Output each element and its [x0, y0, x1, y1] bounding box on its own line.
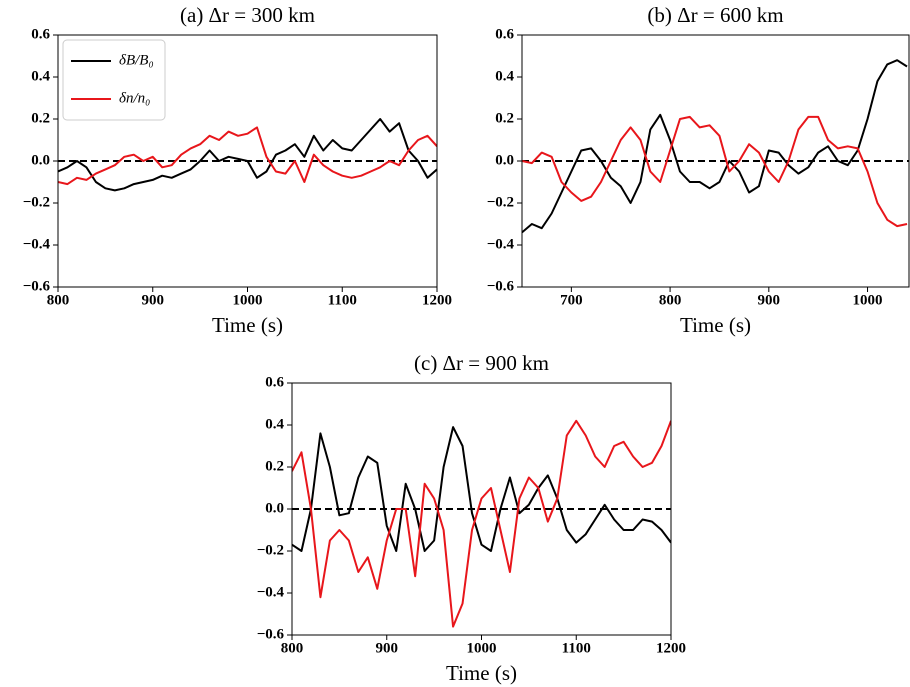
x-tick-label: 1200	[422, 292, 452, 308]
y-tick-label: −0.4	[487, 236, 515, 252]
y-tick-label: −0.6	[23, 278, 51, 294]
x-tick-label: 800	[659, 292, 682, 308]
x-tick-label: 900	[376, 640, 399, 656]
x-axis-label: Time (s)	[446, 661, 517, 685]
chart-title: (c) Δr = 900 km	[414, 351, 549, 375]
chart-title: (b) Δr = 600 km	[647, 3, 783, 27]
y-tick-label: 0.2	[31, 110, 50, 126]
y-tick-label: −0.6	[257, 626, 285, 642]
x-axis-label: Time (s)	[680, 313, 751, 337]
y-tick-label: 0.0	[495, 152, 514, 168]
data-line	[58, 126, 437, 186]
y-tick-label: 0.6	[265, 374, 284, 390]
y-tick-label: −0.2	[257, 542, 284, 558]
subplot: (a) Δr = 300 km Time (s) −0.6 −0.4 −0.2 0.0 0.…	[23, 3, 452, 337]
y-tick-label: −0.4	[257, 584, 285, 600]
chart-title: (a) Δr = 300 km	[180, 3, 315, 27]
y-tick-label: 0.6	[31, 26, 50, 42]
y-tick-label: −0.2	[23, 194, 50, 210]
y-tick-label: −0.4	[23, 236, 51, 252]
subplot: (b) Δr = 600 km Time (s) −0.6 −0.4 −0.2 0.0 0.…	[487, 3, 910, 337]
x-tick-label: 1100	[562, 640, 591, 656]
y-tick-label: −0.6	[487, 278, 515, 294]
x-tick-label: 1000	[467, 640, 497, 656]
x-tick-label: 900	[758, 292, 781, 308]
y-tick-label: −0.2	[487, 194, 514, 210]
data-line	[292, 419, 671, 628]
data-line	[522, 59, 908, 234]
y-tick-label: 0.4	[31, 68, 50, 84]
y-tick-label: 0.6	[495, 26, 514, 42]
x-tick-label: 1000	[233, 292, 263, 308]
data-line	[292, 426, 671, 552]
x-tick-label: 1100	[328, 292, 357, 308]
data-line	[58, 118, 437, 192]
x-tick-label: 700	[560, 292, 583, 308]
data-line	[522, 115, 908, 228]
y-tick-label: 0.2	[265, 458, 284, 474]
legend-label: δn/n₀	[119, 90, 150, 106]
y-tick-label: 0.2	[495, 110, 514, 126]
legend-label: δB/B₀	[119, 52, 154, 68]
axes-frame	[291, 382, 672, 636]
x-tick-label: 800	[281, 640, 304, 656]
x-tick-label: 1200	[656, 640, 686, 656]
axes-frame	[521, 34, 910, 288]
x-tick-label: 1000	[853, 292, 883, 308]
y-tick-label: 0.4	[495, 68, 514, 84]
x-tick-label: 900	[142, 292, 165, 308]
subplot: (c) Δr = 900 km Time (s) −0.6 −0.4 −0.2 0.0 0.…	[257, 351, 686, 685]
x-axis-label: Time (s)	[212, 313, 283, 337]
y-tick-label: 0.0	[31, 152, 50, 168]
y-tick-label: 0.0	[265, 500, 284, 516]
x-tick-label: 800	[47, 292, 70, 308]
y-tick-label: 0.4	[265, 416, 284, 432]
axes-frame	[57, 34, 438, 288]
